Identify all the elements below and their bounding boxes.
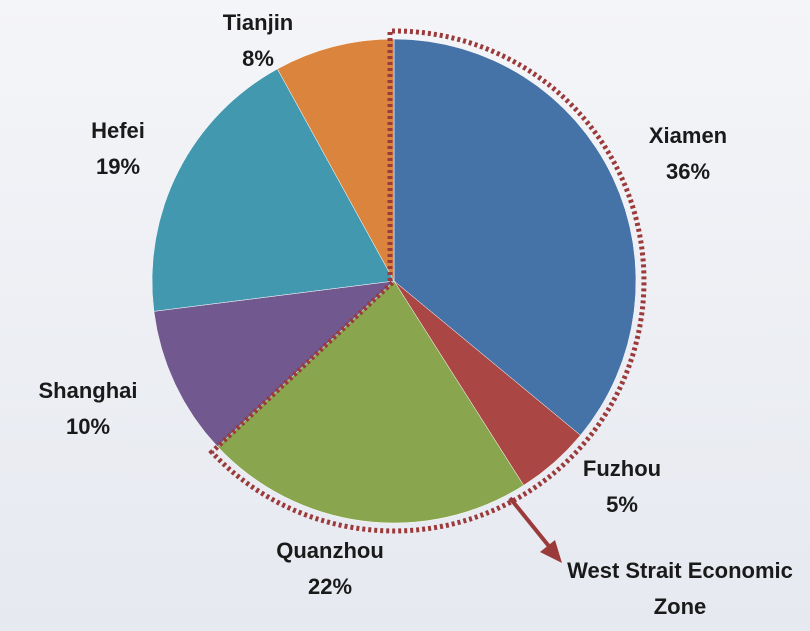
zone-outline <box>208 28 647 534</box>
slice-value-label: 22% <box>308 574 352 599</box>
slice-value-label: 8% <box>242 46 274 71</box>
slice-label: Shanghai <box>38 378 137 403</box>
annotation: West Strait Economic Zone <box>567 558 793 619</box>
slice <box>393 38 637 436</box>
slice-label: Fuzhou <box>583 456 661 481</box>
slice-label: Hefei <box>91 118 145 143</box>
slice-label: Tianjin <box>223 10 294 35</box>
slice <box>153 280 395 448</box>
zone-arrow <box>508 496 562 563</box>
slice-value-label: 5% <box>606 492 638 517</box>
slice-value-label: 36% <box>666 159 710 184</box>
slice-value-label: 19% <box>96 154 140 179</box>
slice-label: Quanzhou <box>276 538 384 563</box>
slice-label: Xiamen <box>649 123 727 148</box>
slice <box>217 280 525 524</box>
slice <box>151 68 395 312</box>
slice-value-label: 10% <box>66 414 110 439</box>
